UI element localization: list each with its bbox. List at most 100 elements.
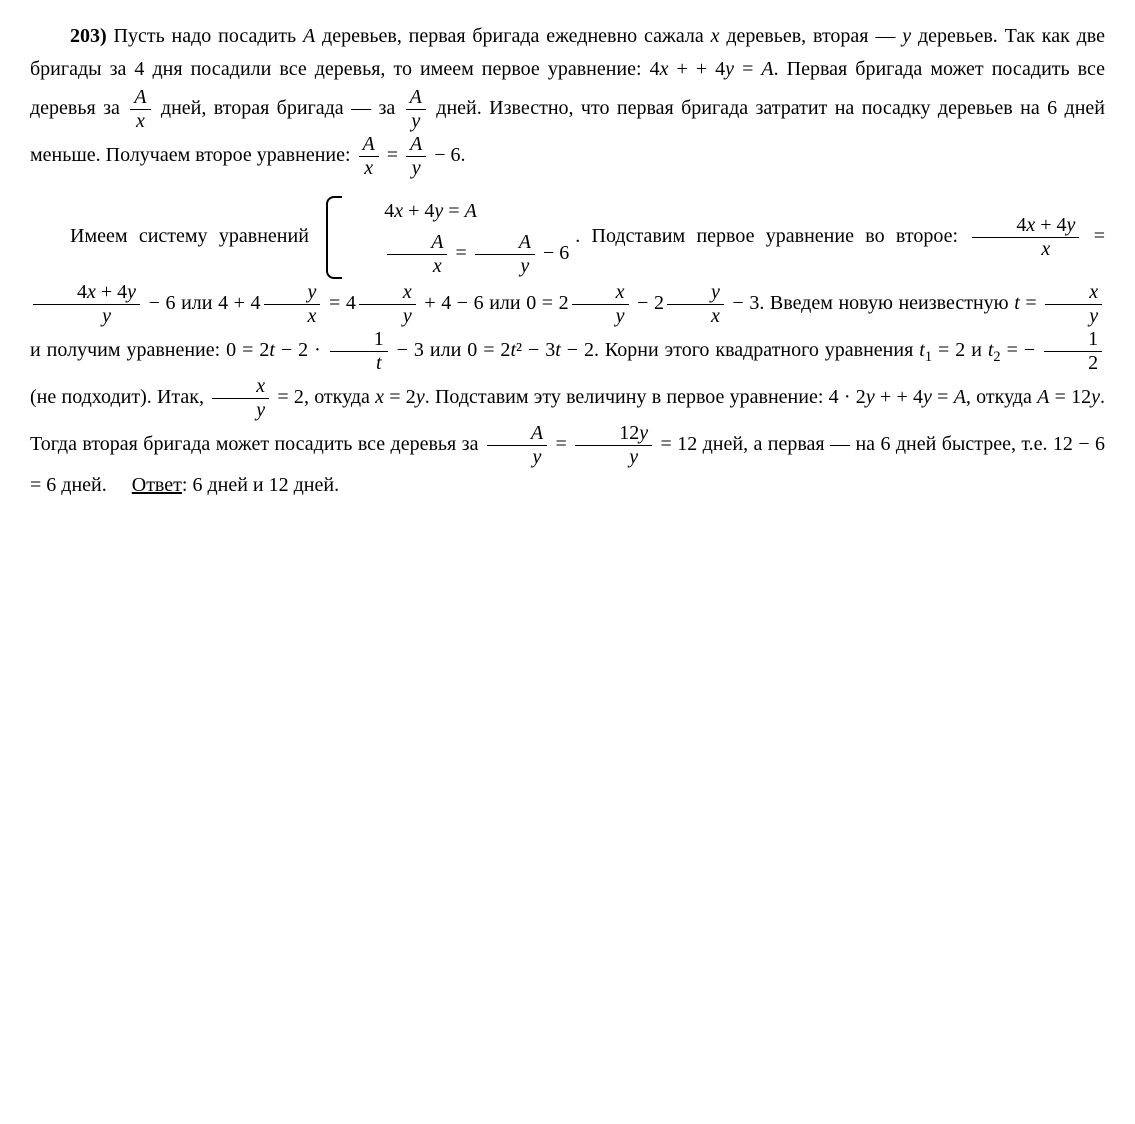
- numerator: x: [1045, 281, 1102, 305]
- system-row-2: Ax = Ay − 6: [344, 228, 569, 281]
- text: (не подходит). Итак,: [30, 386, 209, 408]
- var-y: y: [902, 25, 911, 47]
- text: . Подставим первое уравнение во второе:: [575, 225, 969, 247]
- text: или: [484, 292, 527, 314]
- subscript-1: 1: [925, 349, 932, 365]
- numerator: A: [387, 231, 447, 255]
- numerator: A: [475, 231, 535, 255]
- text: + + 4: [669, 58, 726, 80]
- answer-text: : 6 дней и 12 дней.: [182, 474, 339, 496]
- root1-value: = 2: [938, 339, 965, 361]
- text: деревьев, вторая —: [720, 25, 903, 47]
- text: деревьев, первая бригада ежедневно сажал…: [315, 25, 710, 47]
- var-A: A: [303, 25, 315, 47]
- var-A: A: [761, 58, 773, 80]
- denominator: x: [667, 305, 724, 328]
- fraction: xy: [1045, 281, 1102, 328]
- system-row-1: 4x + 4y = A: [344, 194, 569, 228]
- text: и получим уравнение:: [30, 339, 226, 361]
- fraction: 12: [1044, 328, 1102, 375]
- ratio-equals: = 2: [277, 386, 304, 408]
- subscript-2: 2: [993, 349, 1000, 365]
- problem-body: 203) Пусть надо посадить A деревьев, пер…: [30, 20, 1105, 502]
- numerator: x: [572, 281, 629, 305]
- denominator: y: [359, 305, 416, 328]
- text: . Введем новую неизвестную: [759, 292, 1014, 314]
- numerator: y: [667, 281, 724, 305]
- fraction: xy: [212, 375, 269, 422]
- fraction-A-over-y: Ay: [406, 86, 426, 133]
- denominator: 2: [1044, 352, 1102, 375]
- numerator: x: [359, 281, 416, 305]
- quadratic-equation: 0 = 2t² − 3t − 2: [467, 339, 594, 361]
- fraction: 4x + 4yy: [33, 281, 140, 328]
- fraction: yx: [264, 281, 321, 328]
- numerator: 4x + 4y: [33, 281, 140, 305]
- denominator: x: [359, 157, 379, 180]
- denominator: x: [130, 110, 150, 133]
- fraction-A-over-x: Ax: [359, 133, 379, 180]
- numerator: x: [212, 375, 269, 399]
- const-6: 6: [451, 144, 461, 166]
- denominator: y: [475, 255, 535, 278]
- numerator: 1: [1044, 328, 1102, 352]
- numerator: A: [130, 86, 150, 110]
- denominator: y: [487, 446, 547, 469]
- fraction: xy: [572, 281, 629, 328]
- paragraph-1: 203) Пусть надо посадить A деревьев, пер…: [30, 20, 1105, 180]
- paragraph-2: Имеем систему уравнений 4x + 4y = A Ax =…: [30, 194, 1105, 502]
- denominator: x: [972, 238, 1079, 261]
- equation-system: 4x + 4y = A Ax = Ay − 6: [326, 194, 569, 281]
- text: =: [734, 58, 761, 80]
- denominator: y: [575, 446, 652, 469]
- var-y: y: [725, 58, 734, 80]
- text: .: [461, 144, 466, 166]
- text: и: [965, 339, 988, 361]
- numerator: A: [359, 133, 379, 157]
- denominator: t: [330, 352, 388, 375]
- answer-label: Ответ: [132, 474, 182, 496]
- denominator: y: [406, 110, 426, 133]
- numerator: A: [406, 133, 426, 157]
- root2-neg: = −: [1007, 339, 1036, 361]
- text: или: [424, 339, 467, 361]
- denominator: y: [572, 305, 629, 328]
- denominator: y: [33, 305, 140, 328]
- text: или: [176, 292, 219, 314]
- numerator: y: [264, 281, 321, 305]
- var-x: x: [711, 25, 720, 47]
- numerator: 4x + 4y: [972, 214, 1079, 238]
- text: . Корни этого квадратного уравнения: [594, 339, 919, 361]
- fraction: Ax: [387, 231, 447, 278]
- fraction: yx: [667, 281, 724, 328]
- fraction-A-over-y: Ay: [406, 133, 426, 180]
- denominator: x: [387, 255, 447, 278]
- fraction: xy: [359, 281, 416, 328]
- text: . Подставим эту величину в первое уравне…: [425, 386, 829, 408]
- fraction: 1t: [330, 328, 388, 375]
- fraction: Ay: [487, 422, 547, 469]
- fraction-A-over-x: Ax: [130, 86, 150, 133]
- text: Имеем систему уравнений: [70, 225, 320, 247]
- fraction: 12yy: [575, 422, 652, 469]
- problem-number: 203): [70, 25, 107, 47]
- fraction: 4x + 4yx: [972, 214, 1079, 261]
- numerator: A: [487, 422, 547, 446]
- numerator: A: [406, 86, 426, 110]
- text: Пусть надо посадить: [107, 25, 303, 47]
- text: , откуда: [304, 386, 375, 408]
- fraction: Ay: [475, 231, 535, 278]
- text: дней, вторая бригада — за: [154, 97, 403, 119]
- denominator: x: [264, 305, 321, 328]
- denominator: y: [406, 157, 426, 180]
- text: дней.: [56, 474, 106, 496]
- var-x: x: [660, 58, 669, 80]
- denominator: y: [1045, 305, 1102, 328]
- text: , откуда: [966, 386, 1037, 408]
- numerator: 1: [330, 328, 388, 352]
- final-days: = 12: [661, 433, 698, 455]
- numerator: 12y: [575, 422, 652, 446]
- var-t: t: [1014, 292, 1020, 314]
- denominator: y: [212, 399, 269, 422]
- text: дней, а первая — на 6 дней быстрее, т.е.: [697, 433, 1053, 455]
